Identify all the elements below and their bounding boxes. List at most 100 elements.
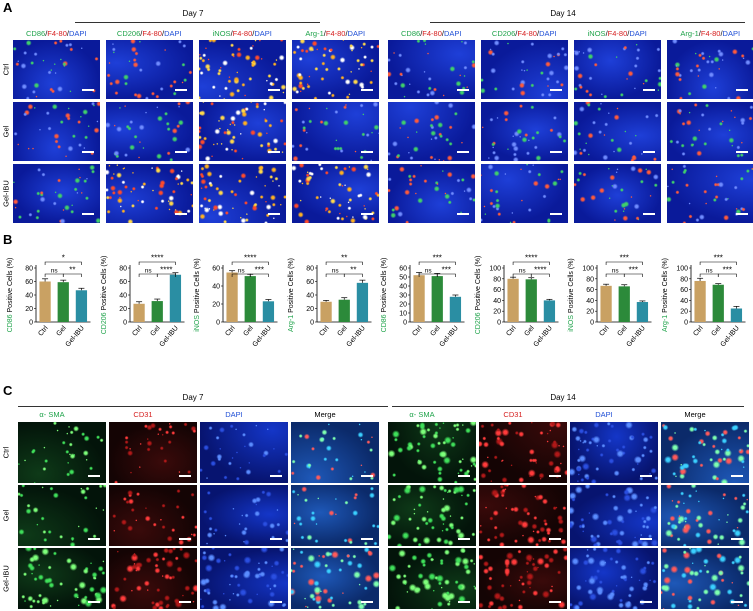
day7-label-a: Day 7	[182, 9, 204, 18]
marker-label: CD86	[26, 29, 46, 38]
micrograph-tile	[570, 485, 658, 546]
significance-label: **	[350, 266, 356, 275]
col-header-a-2: iNOS/F4-80/DAPI	[199, 29, 286, 38]
y-tick-label: 20	[119, 306, 127, 313]
y-axis-suffix: Positive Cells (%)	[7, 258, 14, 315]
f480-label: F4-80	[422, 29, 442, 38]
dapi-label: DAPI	[68, 29, 87, 38]
bar-chart-5: CD206 Positive Cells (%) 0 20 40 60 80 100 Ctrl…	[475, 254, 558, 349]
row-label-c-2: Gel-IBU	[1, 564, 11, 592]
separator: /	[161, 29, 165, 38]
significance-label: ****	[534, 266, 546, 275]
scale-bar	[549, 601, 561, 603]
micrograph-tile	[106, 102, 193, 161]
bar	[338, 299, 350, 322]
micrograph-tile	[481, 102, 568, 161]
dapi-label: DAPI	[629, 29, 647, 38]
bar	[169, 274, 181, 322]
significance-label: ***	[713, 254, 722, 263]
y-axis-label: Arg-1 Positive Cells (%)	[662, 258, 669, 332]
x-tick-label: Gel-IBU	[532, 325, 553, 349]
bar	[244, 276, 256, 322]
significance-bracket	[512, 261, 550, 265]
micrograph-tile	[388, 485, 476, 546]
bar-chart-3: Arg-1 Positive Cells (%) 0 20 40 60 80 Ctrl Gel…	[288, 254, 371, 348]
scale-bar	[270, 475, 282, 477]
day7-line-c	[18, 406, 388, 407]
x-tick-label: Gel-IBU	[439, 325, 460, 349]
y-axis-suffix: Positive Cells (%)	[381, 258, 388, 315]
significance-label: ****	[151, 254, 163, 263]
marker-label: CD206	[116, 29, 141, 38]
micrograph-tile	[109, 422, 197, 483]
micrograph-tile	[109, 485, 197, 546]
y-tick-label: 80	[25, 266, 33, 273]
y-axis-label: iNOS Positive Cells (%)	[194, 258, 201, 332]
y-axis-suffix: Positive Cells (%)	[568, 258, 575, 315]
marker-label: iNOS	[587, 29, 606, 38]
scale-bar	[735, 89, 748, 91]
day14-line-c	[392, 406, 744, 407]
y-tick-label: 20	[25, 306, 33, 313]
x-tick-label: Gel-IBU	[65, 325, 86, 349]
dapi-label: DAPI	[722, 29, 741, 38]
separator: /	[720, 29, 723, 38]
micrograph-tile	[292, 164, 379, 223]
x-tick-label: Gel-IBU	[252, 325, 273, 349]
micrograph-tile	[199, 102, 286, 161]
y-tick-label: 80	[493, 276, 501, 283]
x-tick-label: Gel	[242, 324, 255, 337]
y-tick-label: 0	[497, 320, 501, 327]
significance-label: ***	[255, 266, 264, 275]
y-tick-label: 20	[306, 306, 314, 313]
scale-bar	[88, 538, 100, 540]
significance-label: ns	[518, 268, 526, 275]
scale-bar	[735, 151, 748, 153]
scale-bar	[735, 213, 748, 215]
micrograph-tile	[291, 485, 379, 546]
micrograph-tile	[292, 40, 379, 99]
separator: /	[698, 29, 701, 38]
y-tick-label: 100	[676, 266, 688, 273]
y-tick-label: 0	[684, 320, 688, 327]
marker-label: Arg-1	[680, 29, 699, 38]
micrograph-tile	[574, 102, 661, 161]
separator: /	[66, 29, 69, 38]
significance-bracket	[530, 273, 550, 277]
micrograph-tile	[667, 164, 753, 223]
scale-bar	[549, 89, 562, 91]
separator: /	[140, 29, 143, 38]
col-header-a-7: Arg-1/F4-80/DAPI	[667, 29, 753, 38]
col-header-c-6: DAPI	[595, 410, 613, 419]
y-tick-label: 60	[680, 287, 688, 294]
separator: /	[536, 29, 540, 38]
scale-bar	[179, 538, 191, 540]
bar	[730, 308, 742, 322]
row-label-a-2: Gel-IBU	[1, 179, 11, 207]
x-tick-label: Ctrl	[505, 324, 518, 337]
micrograph-tile	[661, 548, 749, 609]
y-tick-label: 40	[680, 298, 688, 305]
bar-chart-0: CD86 Positive Cells (%) 0 20 40 60 80 Ctrl GelG…	[7, 254, 91, 349]
significance-label: ****	[160, 266, 172, 275]
y-axis-marker: iNOS	[568, 315, 575, 332]
y-tick-label: 30	[399, 293, 407, 300]
significance-label: ns	[238, 268, 246, 275]
significance-bracket	[436, 273, 456, 277]
y-tick-label: 80	[119, 266, 127, 273]
y-tick-label: 60	[493, 287, 501, 294]
x-tick-label: Ctrl	[692, 324, 705, 337]
separator: /	[441, 29, 444, 38]
y-axis-marker: CD206	[101, 312, 108, 334]
scale-bar	[731, 601, 743, 603]
scale-bar	[640, 601, 652, 603]
x-tick-label: Gel	[523, 324, 536, 337]
bar	[413, 275, 425, 322]
col-header-c-2: DAPI	[225, 410, 243, 419]
y-tick-label: 40	[119, 293, 127, 300]
scale-bar	[174, 213, 187, 215]
separator: /	[605, 29, 608, 38]
bar	[712, 284, 724, 322]
scale-bar	[179, 475, 191, 477]
micrograph-tile	[388, 102, 475, 161]
